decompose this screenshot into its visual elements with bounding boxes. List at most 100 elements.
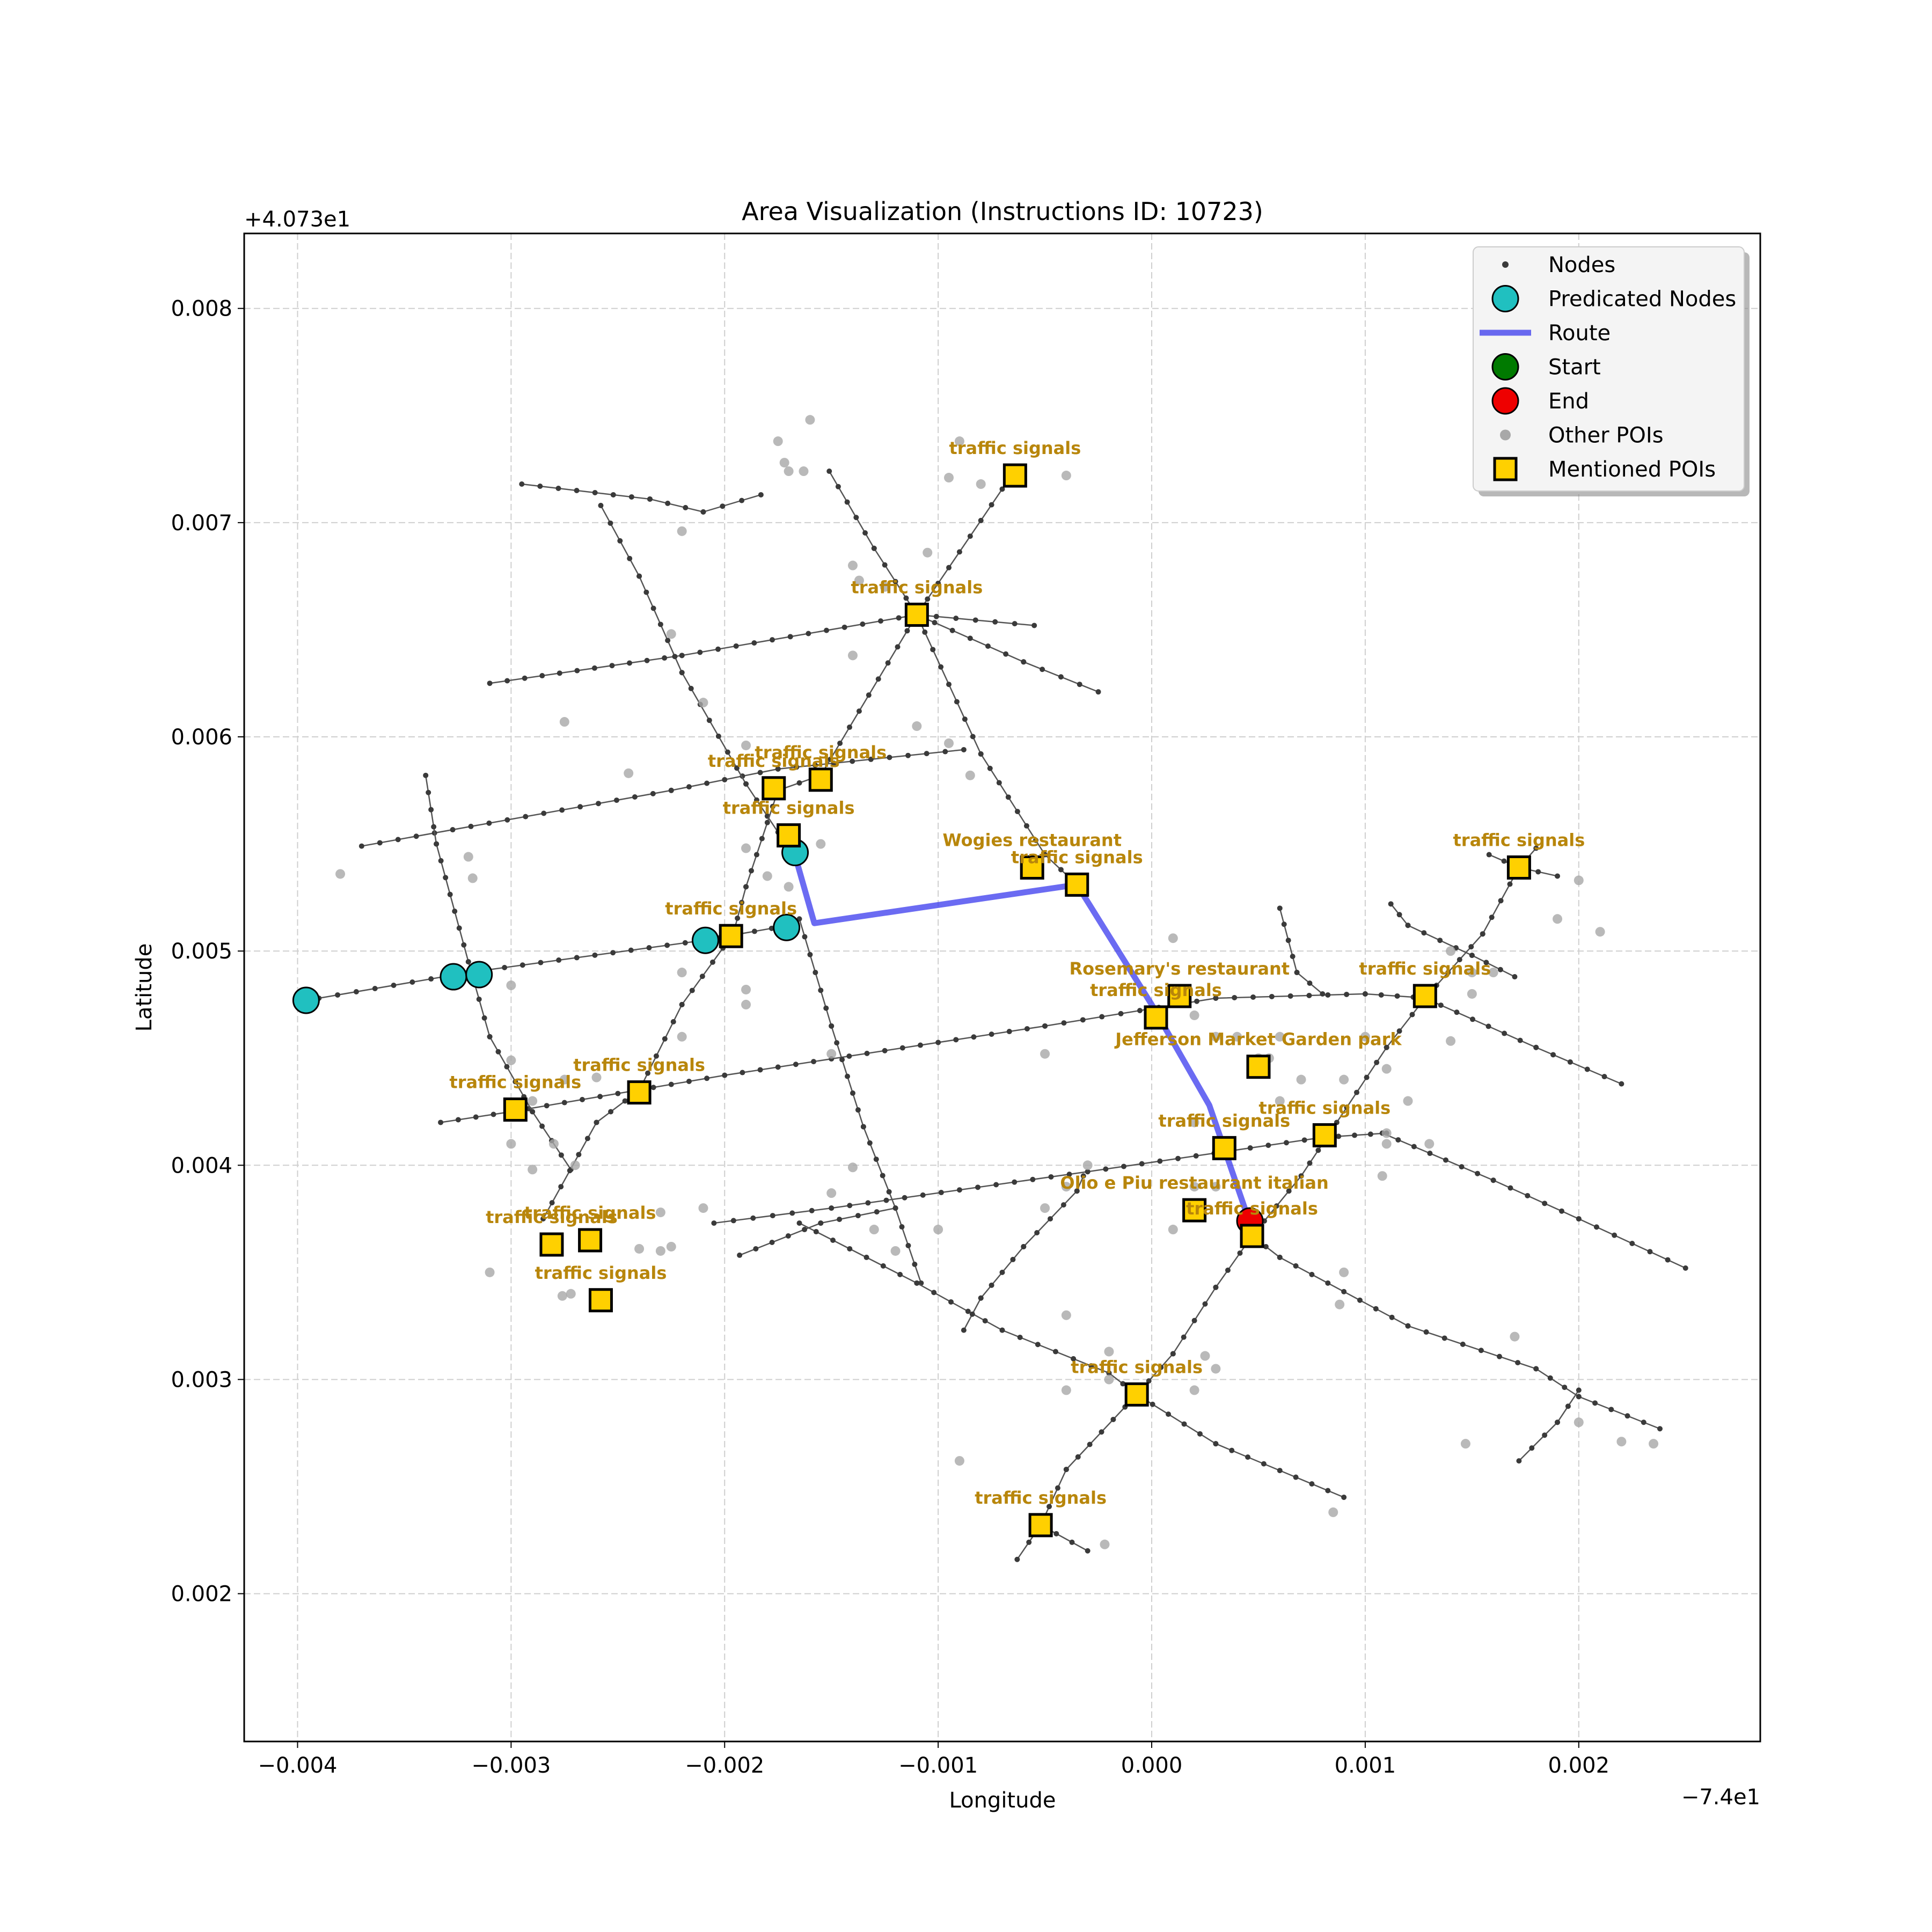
street-node xyxy=(1441,1335,1447,1341)
street-node xyxy=(965,1308,971,1314)
other-poi-dot xyxy=(954,1456,964,1466)
other-poi-dot xyxy=(923,547,933,558)
street-node xyxy=(938,664,944,670)
street-node xyxy=(577,804,583,810)
street-node xyxy=(1478,1348,1484,1353)
mentioned-poi-label: traffic signals xyxy=(708,751,840,771)
street-node xyxy=(733,643,739,649)
street-node xyxy=(1438,1002,1444,1008)
street-node xyxy=(358,843,364,849)
street-node xyxy=(1512,974,1518,980)
street-node xyxy=(650,605,656,611)
street-node xyxy=(1012,621,1018,627)
other-poi-dot xyxy=(655,1208,665,1218)
other-poi-dot xyxy=(548,1139,559,1149)
other-poi-dot xyxy=(1168,1225,1178,1235)
mentioned-poi-label: traffic signals xyxy=(949,438,1081,458)
street-node xyxy=(1576,1394,1582,1400)
street-node xyxy=(1497,1353,1503,1359)
street-node xyxy=(961,1327,967,1333)
street-node xyxy=(1046,1504,1052,1510)
street-node xyxy=(734,765,740,771)
street-node xyxy=(1075,1454,1081,1460)
other-poi-dot xyxy=(784,882,794,892)
legend-mentioned-poi-swatch xyxy=(1493,457,1518,481)
street-node xyxy=(753,797,759,803)
street-node xyxy=(1445,970,1451,976)
y-tick-label: 0.003 xyxy=(171,1367,232,1392)
street-node xyxy=(751,928,757,934)
street-node xyxy=(1017,1334,1023,1340)
other-poi-dot xyxy=(805,415,815,425)
street-node xyxy=(1421,930,1427,936)
other-poi-dot xyxy=(634,1243,645,1254)
street-node xyxy=(839,1057,845,1063)
street-node xyxy=(846,1053,852,1059)
other-poi-dot xyxy=(1104,1374,1114,1385)
x-tick-label: −0.002 xyxy=(685,1753,764,1778)
street-node xyxy=(1612,1232,1618,1238)
street-node xyxy=(1232,994,1238,1000)
street-node xyxy=(931,1290,937,1296)
street-node xyxy=(1309,1481,1315,1487)
street-node xyxy=(1469,1016,1475,1022)
street-node xyxy=(1175,1155,1181,1161)
street-node xyxy=(867,1140,873,1146)
street-node xyxy=(1085,1548,1091,1554)
street-node xyxy=(1024,1026,1030,1031)
street-node xyxy=(1405,1323,1411,1329)
street-node xyxy=(739,899,745,905)
street-node xyxy=(892,579,898,584)
street-node xyxy=(835,484,841,489)
mentioned-poi-label: traffic signals xyxy=(524,1203,656,1223)
street-node xyxy=(665,638,671,643)
other-poi-dot xyxy=(677,1031,687,1042)
other-poi-dot xyxy=(741,740,751,750)
street-node xyxy=(574,487,580,493)
other-poi-dot xyxy=(1488,968,1498,978)
street-node xyxy=(860,621,866,627)
street-node xyxy=(895,644,901,650)
street-node xyxy=(683,504,689,510)
street-node xyxy=(1213,995,1219,1001)
street-node xyxy=(670,1019,676,1024)
y-offset-label: +4.073e1 xyxy=(244,207,350,232)
mentioned-poi-marker xyxy=(1240,1224,1264,1248)
street-node xyxy=(594,1119,599,1125)
street-node xyxy=(596,801,602,807)
street-node xyxy=(1110,1416,1116,1422)
mentioned-poi-marker xyxy=(1144,1005,1168,1030)
street-node xyxy=(1344,1104,1350,1110)
other-poi-dot xyxy=(591,1072,602,1082)
other-poi-dot xyxy=(933,1225,943,1235)
legend-other-poi-swatch xyxy=(1500,429,1511,441)
legend-label: Mentioned POIs xyxy=(1548,457,1716,482)
street-node xyxy=(748,868,754,874)
street-node xyxy=(785,1233,791,1239)
street-node xyxy=(874,1209,880,1215)
street-node xyxy=(608,520,613,526)
other-poi-dot xyxy=(784,466,794,477)
street-node xyxy=(1058,674,1064,680)
street-node xyxy=(709,959,715,965)
street-node xyxy=(1274,1203,1279,1209)
street-node xyxy=(574,955,580,961)
street-node xyxy=(722,777,728,782)
street-node xyxy=(465,959,471,965)
street-node xyxy=(953,1037,959,1043)
street-node xyxy=(1565,1403,1571,1409)
street-node xyxy=(987,765,993,771)
street-node xyxy=(935,1040,941,1045)
y-tick-label: 0.005 xyxy=(171,939,232,964)
street-node xyxy=(764,819,770,825)
x-tick-label: 0.002 xyxy=(1548,1753,1610,1778)
street-node xyxy=(1281,921,1287,927)
street-node xyxy=(423,772,429,778)
street-node xyxy=(1048,1174,1054,1180)
street-node xyxy=(724,749,730,755)
street-node xyxy=(544,1103,550,1109)
street-node xyxy=(1306,992,1312,998)
other-poi-dot xyxy=(1381,1128,1392,1138)
street-node xyxy=(967,635,973,641)
street-node xyxy=(1665,1257,1671,1263)
